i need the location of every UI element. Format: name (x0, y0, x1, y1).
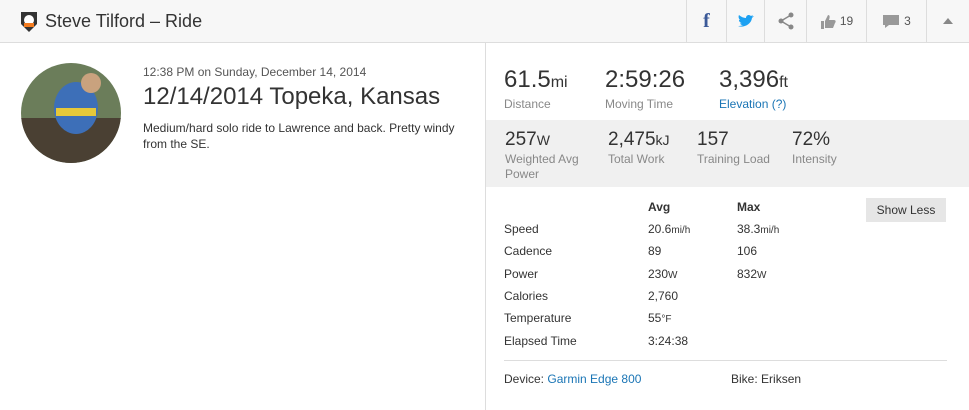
stat-unit: mi (550, 74, 568, 91)
stat-number: 2:59:26 (605, 66, 686, 93)
value-unit: °F (661, 314, 672, 326)
value-number: 230 (648, 266, 669, 281)
bike: Bike: Eriksen (731, 372, 801, 386)
device: Device: Garmin Edge 800 (504, 372, 641, 386)
device-link[interactable]: Garmin Edge 800 (547, 372, 642, 386)
stat-number: 257 (505, 129, 537, 150)
stat-unit: kJ (655, 132, 670, 148)
value-number: 832 (737, 266, 758, 281)
stat-label-line: Intensity (792, 152, 837, 166)
row-value: 38.3mi/h (737, 222, 779, 236)
stat-number: 3,396 (719, 66, 780, 93)
stat-value: 61.5mi (504, 66, 568, 94)
description-line: from the SE. (143, 137, 210, 151)
row-label: Temperature (504, 311, 572, 326)
stat-label[interactable]: Elevation (?) (719, 97, 787, 111)
bike-label: Bike: (731, 372, 758, 386)
thumb-icon (820, 14, 836, 29)
description-line: Medium/hard solo ride to Lawrence and ba… (143, 121, 455, 135)
stat-value: 3,396ft (719, 66, 788, 94)
twitter-button[interactable] (726, 0, 764, 42)
value-number: 38.3 (737, 222, 761, 236)
row-value: 3:24:38 (648, 334, 688, 348)
stat-unit: ft (779, 74, 788, 91)
value-number: 89 (648, 244, 662, 259)
twitter-icon (737, 14, 754, 27)
timestamp: 12:38 PM on Sunday, December 14, 2014 (143, 65, 367, 79)
activity-title: 12/14/2014 Topeka, Kansas (143, 83, 441, 110)
share-button[interactable] (764, 0, 806, 42)
separator (504, 360, 947, 361)
stat-value: 72% (792, 129, 830, 151)
row-value: 106 (737, 244, 757, 258)
stat-value: 257W (505, 129, 550, 151)
row-value: 2,760 (648, 289, 678, 303)
stat-label-line: Power (505, 167, 540, 181)
value-number: 3:24:38 (648, 333, 689, 348)
row-label: Cadence (504, 244, 553, 259)
pro-badge (21, 12, 37, 32)
value-unit: mi/h (671, 225, 691, 236)
stat-number: 2,475 (608, 129, 656, 150)
value-unit: W (757, 269, 767, 281)
caret-icon (943, 18, 953, 24)
stat-value: 2:59:26 (605, 66, 685, 94)
description: Medium/hard solo ride to Lawrence and ba… (143, 120, 455, 152)
row-value: 20.6mi/h (648, 222, 690, 236)
row-value: 230W (648, 267, 677, 281)
stat-label: Moving Time (605, 97, 674, 111)
value-number: 55 (648, 311, 662, 326)
stat-number: 61.5 (504, 66, 551, 93)
value-unit: mi/h (760, 225, 780, 236)
collapse-button[interactable] (926, 0, 969, 42)
stat-label-line: Total Work (608, 152, 665, 166)
stat-label: Weighted Avg Power (505, 152, 579, 182)
stat-number: 157 (697, 129, 729, 150)
stat-unit: W (536, 132, 550, 148)
secondary-stats-band (486, 120, 969, 187)
column-header: Avg (648, 200, 671, 214)
stat-value: 157 (697, 129, 729, 151)
stat-number: 72% (792, 129, 831, 150)
device-label: Device: (504, 372, 545, 386)
header-title: Steve Tilford – Ride (45, 11, 203, 31)
bike-name: Eriksen (761, 372, 802, 386)
kudos-button[interactable]: 19 (806, 0, 866, 42)
divider (485, 43, 486, 410)
share-icon (778, 12, 793, 30)
row-label: Elapsed Time (504, 333, 577, 348)
row-label: Speed (504, 222, 539, 236)
column-header: Max (737, 200, 761, 214)
row-value: 89 (648, 244, 661, 258)
value-number: 2,760 (648, 288, 679, 303)
comments-button[interactable]: 3 (866, 0, 926, 42)
stat-label: Intensity (792, 152, 837, 167)
avatar[interactable] (21, 63, 121, 163)
stat-label: Distance (504, 97, 551, 111)
header: Steve Tilford – Ride f 19 3 (0, 0, 969, 43)
stat-label-line: Training Load (697, 152, 770, 166)
value-number: 20.6 (648, 222, 672, 236)
value-number: 106 (737, 244, 758, 259)
stat-label-line: Weighted Avg (505, 152, 579, 166)
comment-icon (883, 14, 900, 28)
stat-value: 2,475kJ (608, 129, 670, 151)
stat-label: Total Work (608, 152, 664, 167)
row-label: Power (504, 266, 539, 281)
facebook-button[interactable]: f (686, 0, 726, 42)
kudos-count: 19 (839, 14, 854, 28)
row-value: 55°F (648, 311, 671, 325)
stat-label: Training Load (697, 152, 770, 167)
value-unit: W (668, 269, 678, 281)
comment-count: 3 (904, 14, 911, 28)
row-value: 832W (737, 267, 766, 281)
show-less-button[interactable]: Show Less (866, 198, 946, 222)
row-label: Calories (504, 288, 549, 303)
